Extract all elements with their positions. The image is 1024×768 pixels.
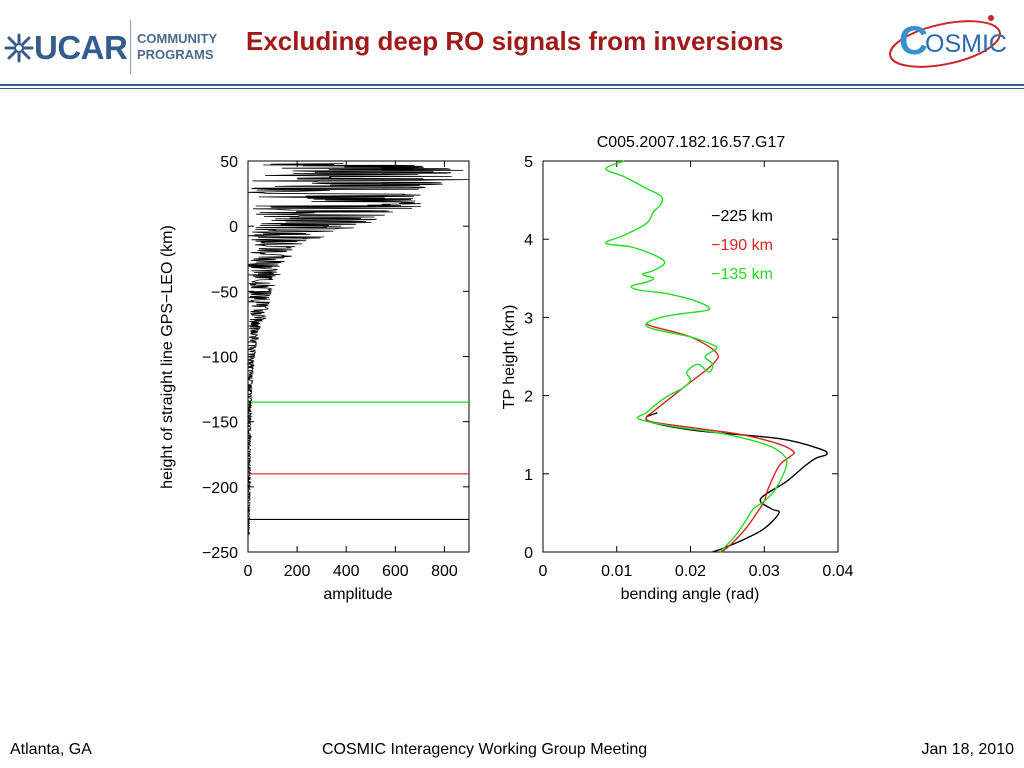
chart2-y-tick-label: 1 <box>524 467 533 484</box>
chart1-threshold-lines <box>248 401 469 521</box>
chart1-ticks: 0 200 400 600 800 50 0 −50 −100 −150 −200 −250 <box>202 154 469 580</box>
chart2-x-tick-label: 0.01 <box>601 563 632 580</box>
chart1-y-tick-label: −50 <box>211 284 238 301</box>
chart1-y-tick-label: −150 <box>202 415 238 432</box>
chart1-x-tick-label: 200 <box>284 563 311 580</box>
footer-date: Jan 18, 2010 <box>921 741 1014 758</box>
chart1-x-label: amplitude <box>323 586 392 603</box>
chart1-y-tick-label: −250 <box>202 545 238 562</box>
chart2-y-tick-label: 5 <box>524 154 533 171</box>
chart1-y-tick-label: 0 <box>229 219 238 236</box>
chart2-ticks: 0 0.01 0.02 0.03 0.04 0 1 2 3 4 5 <box>524 154 854 580</box>
footer-location: Atlanta, GA <box>10 741 92 758</box>
chart2-x-label: bending angle (rad) <box>621 586 760 603</box>
chart1-y-label: height of straight line GPS−LEO (km) <box>159 225 176 489</box>
chart2-y-tick-label: 2 <box>524 389 533 406</box>
chart2-title: C005.2007.182.16.57.G17 <box>597 134 786 151</box>
chart2-x-tick-label: 0.04 <box>822 563 853 580</box>
slide-header: UCAR COMMUNITY PROGRAMS Excluding deep R… <box>0 0 1024 88</box>
ucar-logo: UCAR COMMUNITY PROGRAMS <box>4 20 226 76</box>
chart1-x-tick-label: 0 <box>244 563 253 580</box>
series-line-2 <box>604 160 788 553</box>
satellite-dot <box>988 15 994 21</box>
amplitude-trace <box>246 163 470 535</box>
bending-angle-chart: C005.2007.182.16.57.G17 0 0.01 0.02 0.03 0.0… <box>501 134 854 603</box>
chart2-y-tick-label: 3 <box>524 310 533 327</box>
footer-meeting: COSMIC Interagency Working Group Meeting <box>322 741 648 758</box>
header-rule-top <box>0 84 1024 86</box>
chart2-frame <box>542 160 839 553</box>
chart2-x-tick-label: 0.03 <box>749 563 780 580</box>
ucar-logo-text: UCAR <box>34 29 128 66</box>
amplitude-chart: 0 200 400 600 800 50 0 −50 −100 −150 −200 −250 ampl… <box>159 154 470 603</box>
slide-title: Excluding deep RO signals from inversion… <box>246 26 784 56</box>
legend-entry-1: −190 km <box>711 237 773 254</box>
orbit-ellipse <box>889 20 1001 68</box>
legend-entry-2: −135 km <box>711 266 773 283</box>
chart2-legend: −225 km −190 km −135 km <box>711 208 773 283</box>
snowflake-icon <box>4 33 34 63</box>
chart2-y-tick-label: 4 <box>524 232 533 249</box>
cosmic-logo: C OSMIC <box>889 15 1007 68</box>
chart1-x-tick-label: 800 <box>431 563 458 580</box>
chart1-y-tick-label: 50 <box>220 154 238 171</box>
logo-divider <box>130 20 131 74</box>
chart2-y-tick-label: 0 <box>524 545 533 562</box>
cosmic-logo-text: OSMIC <box>925 30 1007 58</box>
chart2-x-tick-label: 0.02 <box>675 563 706 580</box>
chart1-x-tick-label: 400 <box>333 563 360 580</box>
chart2-x-tick-label: 0 <box>539 563 548 580</box>
series-line-0 <box>645 412 828 553</box>
chart2-y-label: TP height (km) <box>501 305 518 410</box>
series-line-1 <box>645 323 796 553</box>
legend-entry-0: −225 km <box>711 208 773 225</box>
logo-sub-line2: PROGRAMS <box>137 47 214 62</box>
chart2-series <box>604 160 828 553</box>
chart1-x-tick-label: 600 <box>382 563 409 580</box>
chart1-y-tick-label: −100 <box>202 350 238 367</box>
logo-sub-line1: COMMUNITY <box>137 31 218 46</box>
chart1-y-tick-label: −200 <box>202 480 238 497</box>
header-rule-bottom <box>0 88 1024 89</box>
cosmic-logo-initial: C <box>899 19 928 63</box>
